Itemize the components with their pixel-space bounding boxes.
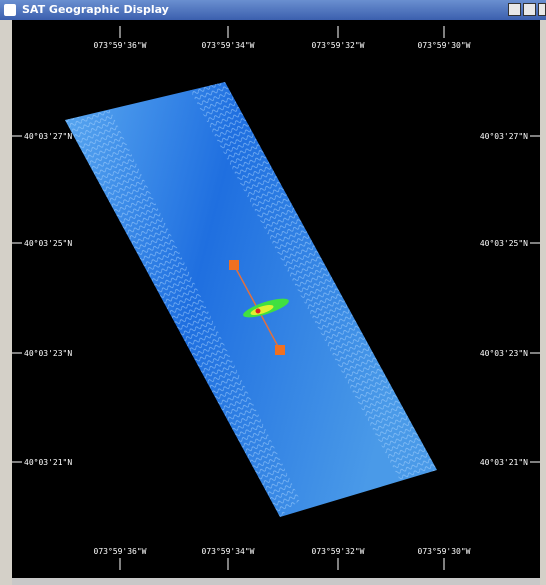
latitude-label: 40°03'23"N [24,349,72,358]
close-button[interactable] [538,3,546,16]
latitude-label: 40°03'27"N [480,132,528,141]
longitude-label: 073°59'30"W [418,41,471,50]
map-view: 073°59'36"W 073°59'36"W 073°59'34"W 073°59'… [0,20,546,585]
longitude-label: 073°59'32"W [312,41,365,50]
title-bar: SAT Geographic Display [0,0,546,20]
window-title: SAT Geographic Display [22,3,169,16]
latitude-label: 40°03'27"N [24,132,72,141]
window-menu[interactable] [4,4,16,16]
longitude-label: 073°59'34"W [202,41,255,50]
longitude-label: 073°59'34"W [202,547,255,556]
waypoint[interactable] [229,260,239,270]
longitude-label: 073°59'32"W [312,547,365,556]
latitude-label: 40°03'21"N [24,458,72,467]
longitude-label: 073°59'36"W [94,547,147,556]
scrollbar[interactable] [12,578,540,585]
waypoint[interactable] [275,345,285,355]
latitude-label: 40°03'21"N [480,458,528,467]
latitude-label: 40°03'23"N [480,349,528,358]
minimize-button[interactable] [508,3,521,16]
vessel-marker [256,309,261,314]
longitude-label: 073°59'36"W [94,41,147,50]
latitude-label: 40°03'25"N [24,239,72,248]
latitude-label: 40°03'25"N [480,239,528,248]
window: SAT Geographic Display 073°59'36"W073°59… [0,0,546,585]
longitude-label: 073°59'30"W [418,547,471,556]
maximize-button[interactable] [523,3,536,16]
